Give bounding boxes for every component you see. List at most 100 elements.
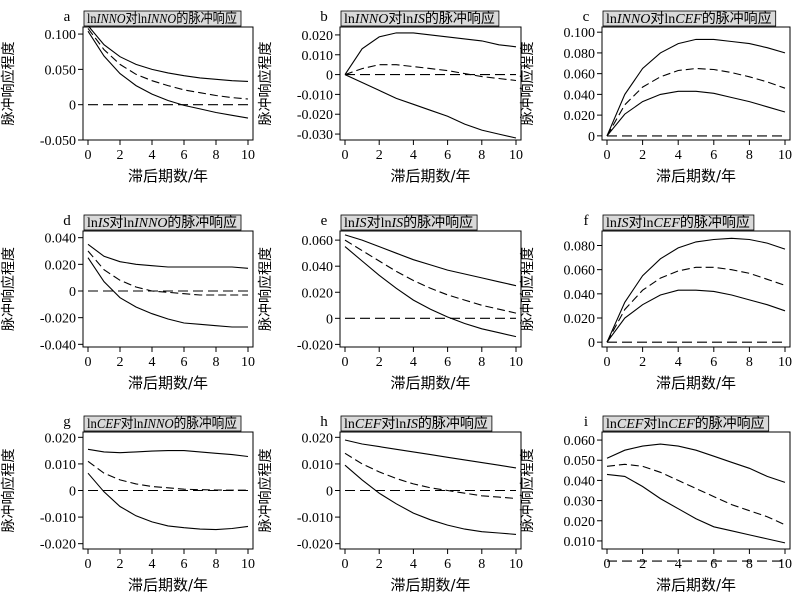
chart-c-panel: 0 0.020 0.040 0.060 0.080 0.100 0 2 4 6 8 10 lnINNO对…	[519, 9, 792, 185]
chart-a-panel: -0.050 0 0.050 0.100 0 2 4 6 8 10 lnINNO对lnINNO的脉冲…	[0, 9, 255, 185]
chart-d-xtick-label: 6	[181, 355, 188, 370]
chart-d-ytick-label: 0	[69, 285, 76, 300]
chart-c-series-0-solid	[606, 38, 786, 137]
chart-i-series-1-dashed	[606, 463, 786, 526]
chart-i-xtick-label: 8	[746, 557, 753, 572]
chart-i-panel: 0.010 0.020 0.030 0.040 0.050 0.060 0 2 4 6 8 10 lnC…	[519, 414, 792, 594]
chart-d-xtick-label: 2	[117, 355, 124, 370]
chart-d-xtick-label: 4	[149, 355, 156, 370]
chart-c-series-2-solid	[606, 90, 786, 137]
chart-g-ytick-label: -0.010	[40, 511, 76, 526]
chart-d-ytick-label: -0.020	[40, 312, 76, 327]
chart-e-xtick-label: 4	[410, 355, 417, 370]
chart-b-ytick-label: -0.030	[297, 128, 333, 143]
chart-i-ytick-label: 0.030	[564, 495, 596, 510]
chart-g-ytick-label: 0.020	[45, 431, 77, 446]
chart-i-ytick-label: 0.050	[564, 454, 596, 469]
chart-f-panel: 0 0.020 0.040 0.060 0.080 0 2 4 6 8 10 lnIS对lnCEF的脉…	[519, 213, 792, 392]
chart-a-xtick-label: 10	[241, 148, 255, 163]
chart-g-panel: -0.020 -0.010 0 0.010 0.020 0 2 4 6 8 10 lnCEF对lnIN…	[0, 414, 255, 594]
chart-h-series-2-solid	[344, 464, 517, 535]
chart-c-xtick-label: 2	[639, 148, 646, 163]
chart-h-xtick-label: 0	[342, 557, 349, 572]
chart-i-ylabel: 脉冲响应程度	[519, 449, 536, 533]
chart-h-title: lnCEF对lnIS的脉冲响应	[344, 415, 488, 432]
chart-g-ylabel: 脉冲响应程度	[0, 449, 17, 533]
chart-g-xtick-label: 2	[117, 557, 124, 572]
chart-h-ytick-label: 0.020	[302, 431, 334, 446]
chart-e-ytick-label: 0	[326, 312, 333, 327]
chart-g-series-1-dashed	[87, 460, 248, 491]
chart-e-title: lnIS对lnIS的脉冲响应	[344, 214, 473, 231]
chart-a-xtick-label: 8	[213, 148, 220, 163]
chart-e-panel-letter: e	[321, 213, 328, 229]
chart-g-xlabel: 滞后期数/年	[128, 576, 208, 594]
chart-b-xtick-label: 2	[376, 148, 383, 163]
chart-f-frame	[601, 230, 791, 348]
chart-i-xlabel: 滞后期数/年	[656, 576, 736, 594]
chart-b-xtick-label: 10	[509, 148, 523, 163]
chart-a-ylabel: 脉冲响应程度	[0, 42, 17, 126]
chart-h-series-0-solid	[344, 439, 517, 469]
chart-b-ytick-label: -0.010	[297, 88, 333, 103]
chart-d-ytick-label: 0.040	[45, 232, 77, 247]
chart-c-xlabel: 滞后期数/年	[656, 167, 736, 185]
chart-b-xtick-label: 6	[444, 148, 451, 163]
chart-e-ytick-label: 0.020	[302, 286, 334, 301]
chart-c-panel-letter: c	[583, 9, 590, 25]
chart-g-xtick-label: 0	[85, 557, 92, 572]
chart-g-xtick-label: 8	[213, 557, 220, 572]
chart-b-ytick-label: -0.020	[297, 108, 333, 123]
chart-e-panel: -0.020 0 0.020 0.040 0.060 0 2 4 6 8 10 lnIS对lnIS的脉…	[257, 213, 523, 392]
chart-i-title-box	[602, 415, 770, 432]
chart-h-title-box	[340, 415, 493, 432]
chart-c-title-box	[602, 10, 777, 27]
chart-f-series-2-solid	[606, 289, 786, 343]
chart-a-panel-letter: a	[64, 9, 71, 25]
chart-h-ytick-label: 0	[326, 485, 333, 500]
chart-h-xtick-label: 4	[410, 557, 417, 572]
chart-g-title-box	[83, 415, 242, 432]
chart-d-xtick-label: 8	[213, 355, 220, 370]
chart-c-ytick-label: 0	[588, 130, 595, 145]
chart-h-xtick-label: 8	[478, 557, 485, 572]
chart-d-xtick-label: 0	[85, 355, 92, 370]
chart-a-title-box	[83, 10, 242, 27]
chart-c-xtick-label: 0	[604, 148, 611, 163]
chart-g-ytick-label: 0	[69, 485, 76, 500]
chart-d-xlabel: 滞后期数/年	[128, 374, 208, 392]
chart-b-panel-letter: b	[320, 9, 328, 25]
chart-b-ytick-label: 0.020	[302, 29, 334, 44]
chart-i-ytick-label: 0.020	[564, 515, 596, 530]
chart-c-ytick-label: 0.060	[564, 68, 596, 83]
chart-h-xtick-label: 10	[509, 557, 523, 572]
chart-i-frame	[601, 431, 791, 550]
chart-d-ylabel: 脉冲响应程度	[0, 247, 17, 331]
chart-c-ylabel: 脉冲响应程度	[519, 42, 536, 126]
chart-f-panel-letter: f	[584, 213, 589, 229]
chart-c-ytick-label: 0.020	[564, 109, 596, 124]
chart-h-xlabel: 滞后期数/年	[390, 576, 470, 594]
chart-b-panel: -0.030 -0.020 -0.010 0 0.010 0.020 0 2 4 6 8 10 lnIN…	[257, 9, 523, 185]
chart-a-frame	[82, 26, 254, 141]
chart-i-xtick-label: 0	[604, 557, 611, 572]
chart-a-xtick-label: 4	[149, 148, 156, 163]
chart-d-ytick-label: 0.020	[45, 258, 77, 273]
chart-e-xtick-label: 2	[376, 355, 383, 370]
chart-g-ytick-label: 0.010	[45, 458, 77, 473]
chart-d-series-2-solid	[87, 257, 248, 328]
chart-c-ytick-label: 0.100	[564, 26, 596, 41]
chart-f-series-0-solid	[606, 237, 786, 343]
chart-h-ylabel: 脉冲响应程度	[257, 449, 274, 533]
chart-a-ytick-label: -0.050	[40, 134, 76, 149]
chart-a-xtick-label: 6	[181, 148, 188, 163]
chart-g-series-0-solid	[87, 448, 249, 458]
chart-a-ytick-label: 0	[69, 99, 76, 114]
chart-c-xtick-label: 6	[710, 148, 717, 163]
chart-i-ytick-label: 0.060	[564, 434, 596, 449]
chart-g-xtick-label: 4	[149, 557, 156, 572]
chart-h-xtick-label: 2	[376, 557, 383, 572]
chart-f-xtick-label: 8	[746, 355, 753, 370]
chart-b-title-box	[340, 10, 500, 27]
chart-c-frame	[601, 26, 791, 141]
